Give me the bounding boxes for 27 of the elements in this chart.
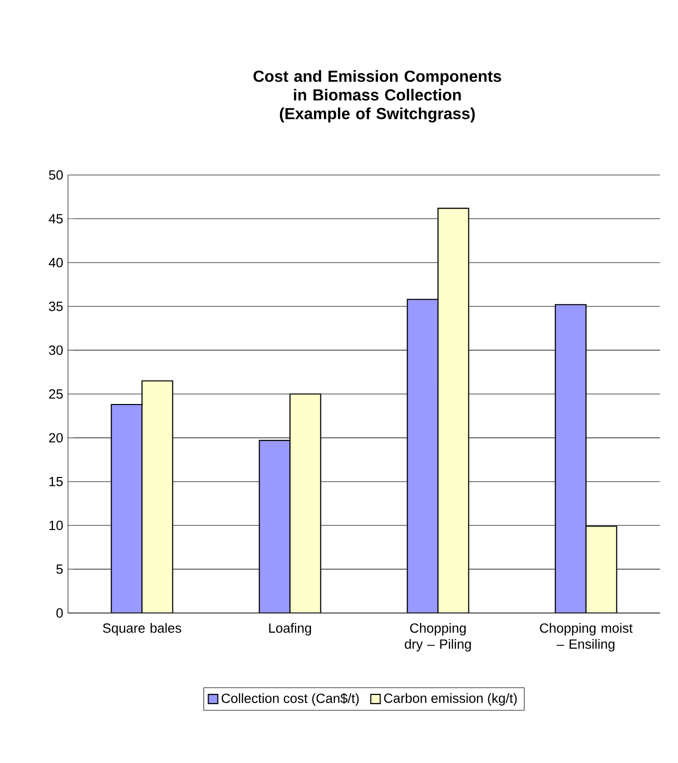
y-tick-label: 15	[49, 476, 63, 486]
y-tick-label: 30	[48, 345, 63, 355]
chart-title: Cost and Emission Components in Biomass Collection	[254, 70, 502, 101]
legend-label: Collection cost (Can$/t)	[222, 693, 359, 706]
x-tick-label: Square bales	[102, 623, 182, 636]
bar	[289, 393, 322, 613]
bar	[554, 304, 587, 613]
bar	[141, 380, 174, 613]
x-tick-label: Chopping moist – Ensiling	[540, 623, 633, 652]
y-tick-label: 45	[48, 214, 63, 224]
bar	[110, 404, 143, 613]
y-tick-label: 5	[56, 564, 63, 574]
y-tick-label: 10	[49, 520, 63, 530]
legend-label: Carbon emission (kg/t)	[384, 693, 517, 706]
y-tick-label: 25	[49, 389, 63, 399]
y-tick-label: 50	[49, 170, 63, 180]
y-tick-label: 35	[48, 302, 63, 312]
y-tick-label: 0	[56, 608, 63, 618]
bar	[406, 298, 439, 613]
x-tick-label: Chopping dry – Piling	[404, 623, 471, 652]
bar	[437, 208, 470, 613]
bar	[585, 526, 618, 613]
chart-subtitle: (Example of Switchgrass)	[280, 108, 475, 122]
y-tick-label: 20	[49, 433, 63, 443]
x-tick-label: Loafing	[269, 623, 312, 636]
bar	[258, 440, 291, 613]
y-tick-label: 40	[48, 258, 63, 268]
